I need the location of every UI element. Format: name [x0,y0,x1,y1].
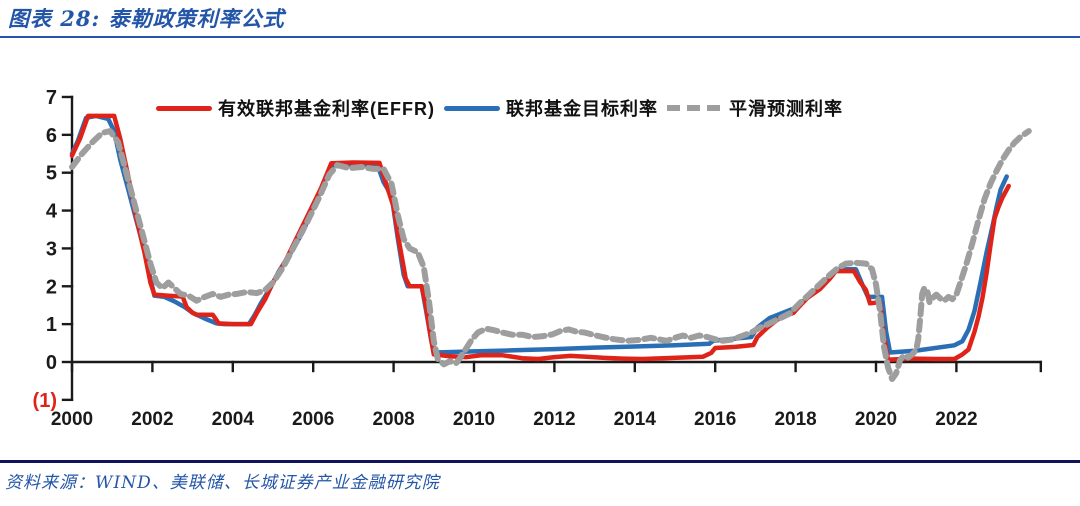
legend-item-forecast: 平滑预测利率 [666,95,843,121]
x-tick-label: 2022 [935,409,977,430]
x-tick-label: 2006 [292,409,334,430]
x-tick-label: 2004 [212,409,255,430]
y-tick-label: 3 [46,238,57,260]
target-rate-line-sample-icon [443,105,500,111]
footer-divider [0,460,1080,463]
x-tick-label: 2014 [614,409,657,430]
legend-item-target-rate: 联邦基金目标利率 [443,95,658,121]
chart-legend: 有效联邦基金利率(EFFR) 联邦基金目标利率 平滑预测利率 [156,96,843,120]
y-tick-label: 5 [46,163,57,185]
x-tick-label: 2018 [774,409,816,430]
x-tick-label: 2008 [372,409,414,430]
chart-area: 7 6 5 4 3 2 1 0 (1) 2000 2002 2004 2006 2008 2010 2012 2… [33,87,1043,430]
x-tick-label: 2016 [694,409,736,430]
y-tick-label: 7 [46,87,57,109]
y-tick-label: 0 [46,352,57,374]
forecast-dashed-sample-icon [666,105,723,111]
legend-label-effr: 有效联邦基金利率(EFFR) [218,99,435,119]
page-title: 图表 28: 泰勒政策利率公式 [8,6,285,31]
legend-label-target-rate: 联邦基金目标利率 [505,99,658,119]
y-tick-label: 6 [46,125,57,147]
x-tick-label: 2020 [855,409,897,430]
title-underline [0,36,1080,38]
y-tick-label: 4 [46,201,58,223]
effr-line-sample-icon [156,105,212,111]
x-tick-label: 2012 [533,409,575,430]
axes [61,95,1043,402]
x-tick-label: 2010 [453,409,495,430]
y-tick-label: 1 [46,314,57,336]
series-line-2 [69,128,1032,382]
x-tick-label: 2002 [131,409,173,430]
y-tick-label: 2 [46,276,57,298]
legend-item-effr: 有效联邦基金利率(EFFR) [156,95,435,121]
legend-label-forecast: 平滑预测利率 [728,99,843,119]
x-tick-label: 2000 [51,409,93,430]
y-tick-label: (1) [33,390,57,412]
source-note: 资料来源：WIND、美联储、长城证券产业金融研究院 [5,473,440,493]
line-chart: 7 6 5 4 3 2 1 0 (1)2000 2002 2004 2006 2008 2010 2012 2… [33,87,1043,430]
